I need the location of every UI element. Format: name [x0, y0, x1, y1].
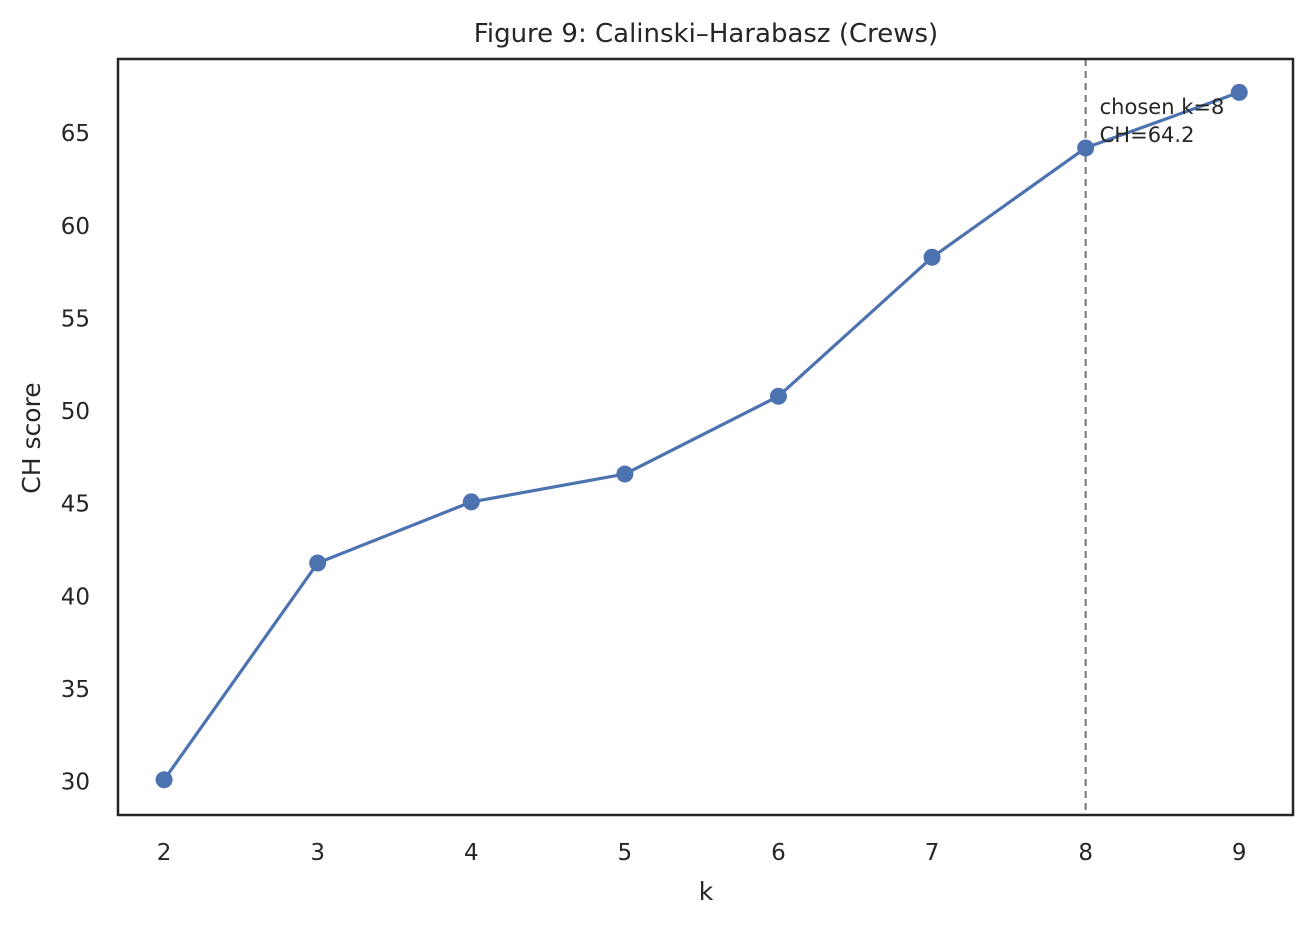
y-tick-label: 65 [61, 121, 90, 147]
x-tick-label: 3 [310, 840, 325, 866]
series-line [162, 90, 1240, 781]
data-point [923, 248, 941, 266]
chart-title: Figure 9: Calinski–Harabasz (Crews) [474, 19, 938, 49]
plot-frame [116, 57, 1295, 817]
y-tick-label: 30 [61, 770, 90, 796]
data-point [1230, 83, 1248, 101]
data-point [769, 387, 787, 405]
x-tick-label: 4 [464, 840, 479, 866]
data-point [616, 465, 634, 483]
y-tick-label: 35 [61, 677, 90, 703]
x-tick-label: 2 [157, 840, 172, 866]
x-tick-label: 7 [925, 840, 940, 866]
y-axis-label: CH score [17, 382, 46, 493]
data-point [1077, 139, 1095, 157]
y-tick-label: 40 [61, 584, 90, 610]
y-tick-label: 60 [61, 214, 90, 240]
y-tick-label: 45 [61, 492, 90, 518]
y-tick-label: 55 [61, 306, 90, 332]
x-axis-label: k [699, 877, 714, 906]
x-tick-label: 8 [1078, 840, 1093, 866]
x-tick-label: 5 [618, 840, 633, 866]
data-point [155, 771, 173, 789]
data-point [462, 493, 480, 511]
chosen-k-annotation: chosen k=8 [1100, 95, 1225, 119]
x-tick-label: 6 [771, 840, 786, 866]
data-point [309, 554, 327, 572]
chosen-k-annotation: CH=64.2 [1100, 123, 1195, 147]
y-tick-label: 50 [61, 399, 90, 425]
x-tick-label: 9 [1232, 840, 1247, 866]
